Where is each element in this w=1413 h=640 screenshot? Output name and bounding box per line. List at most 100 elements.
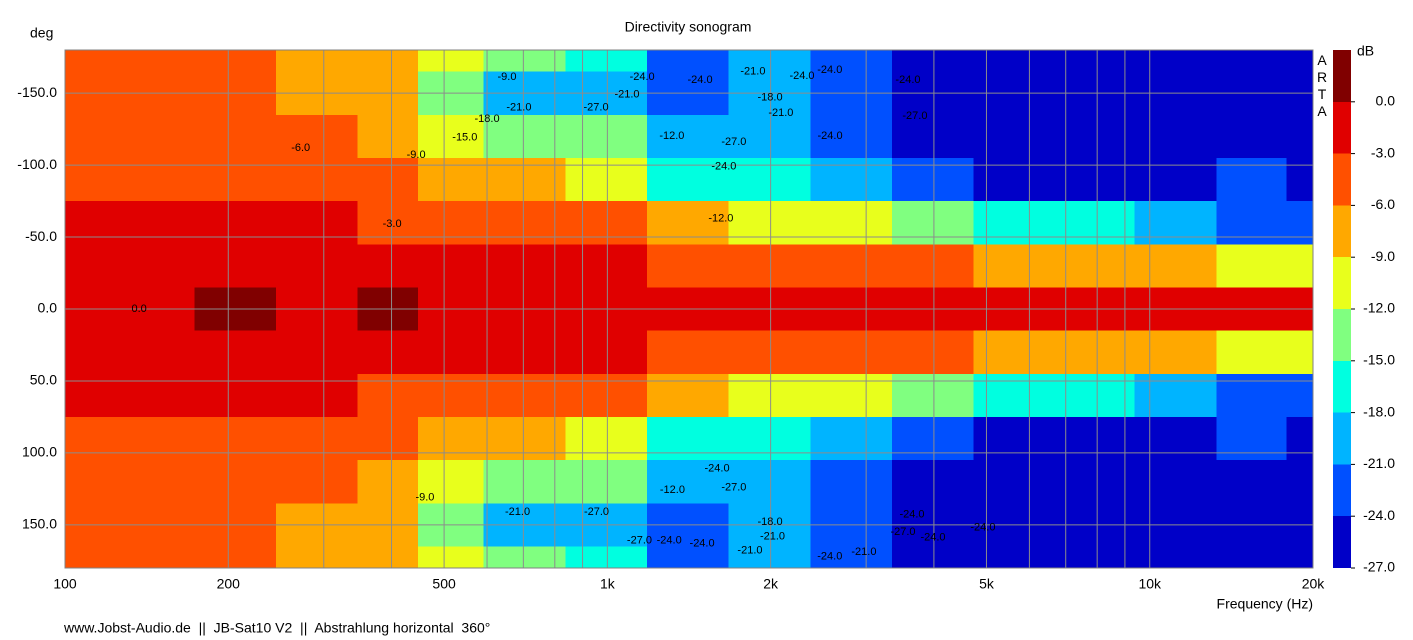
brand: ARTA xyxy=(1314,52,1330,120)
colorbar-tick-label: -12.0 xyxy=(1363,300,1395,316)
cell xyxy=(65,244,114,289)
plot-frame xyxy=(64,49,1314,569)
x-tick-label: 500 xyxy=(432,576,456,592)
cell xyxy=(1134,201,1217,245)
x-tick-label: 20k xyxy=(1302,576,1326,592)
cell xyxy=(810,114,893,159)
contour-label: 0.0 xyxy=(132,303,147,315)
cell xyxy=(1134,157,1217,202)
contour-label: -24.0 xyxy=(817,550,842,562)
cell xyxy=(973,373,1056,418)
cell xyxy=(65,416,114,461)
cell xyxy=(194,460,277,504)
cell xyxy=(65,373,114,418)
contour-label: -27.0 xyxy=(627,535,652,547)
cell xyxy=(276,201,359,245)
cell xyxy=(973,157,1056,202)
cell xyxy=(891,546,975,569)
cell xyxy=(112,460,195,504)
cell xyxy=(194,546,277,569)
cell xyxy=(112,330,195,375)
cell xyxy=(1134,546,1217,569)
cell xyxy=(1134,373,1217,418)
x-tick-label: 10k xyxy=(1138,576,1162,592)
cell xyxy=(728,460,811,504)
cell xyxy=(1055,201,1136,245)
contour-label: -21.0 xyxy=(760,530,785,542)
cell xyxy=(194,114,277,159)
cell xyxy=(1286,416,1314,461)
footer: www.Jobst-Audio.de || JB-Sat10 V2 || Abs… xyxy=(63,620,490,636)
cell xyxy=(565,546,648,569)
cell xyxy=(565,330,648,375)
cell xyxy=(973,546,1056,569)
cell xyxy=(357,330,419,375)
cell xyxy=(112,157,195,202)
contour-label: -3.0 xyxy=(383,218,402,230)
cell xyxy=(357,546,419,569)
cell xyxy=(1286,373,1314,418)
grid xyxy=(64,50,1314,568)
cell xyxy=(1055,244,1136,289)
contour-label: -9.0 xyxy=(407,149,426,161)
cell xyxy=(646,244,730,289)
cell xyxy=(1055,416,1136,461)
cell xyxy=(1216,157,1288,202)
contour-label: -24.0 xyxy=(789,70,814,82)
colorbar-swatch xyxy=(1333,309,1351,361)
cell xyxy=(417,114,485,159)
colorbar-tick-label: 0.0 xyxy=(1376,93,1396,109)
cell xyxy=(1134,416,1217,461)
cell xyxy=(417,50,485,73)
cell xyxy=(1216,201,1288,245)
cell xyxy=(357,244,419,289)
colorbar: 0.0 -3.0 -6.0 -9.0 -12.0 -15.0 -18.0 -21.0 -24.0… xyxy=(1333,50,1395,575)
contour-label: -18.0 xyxy=(758,91,783,103)
cell xyxy=(1134,330,1217,375)
cell xyxy=(1286,157,1314,202)
cell xyxy=(728,201,811,245)
cell xyxy=(1216,50,1288,73)
colorbar-swatch xyxy=(1333,153,1351,206)
colorbar-swatch xyxy=(1333,412,1351,465)
cell xyxy=(810,50,893,73)
cell xyxy=(1216,330,1288,375)
cell xyxy=(276,416,359,461)
y-tick-label: -50.0 xyxy=(25,228,57,244)
x-tick-label: 200 xyxy=(217,576,241,592)
cell xyxy=(810,416,893,461)
cell xyxy=(194,201,277,245)
y-axis-label: deg xyxy=(30,25,53,41)
y-tick-label: 100.0 xyxy=(22,444,57,460)
cell xyxy=(728,50,811,73)
cell xyxy=(1286,201,1314,245)
cell xyxy=(1055,460,1136,504)
colorbar-tick-label: -18.0 xyxy=(1363,403,1395,419)
cell xyxy=(810,373,893,418)
cell xyxy=(194,244,277,289)
colorbar-tick-label: -6.0 xyxy=(1371,196,1395,212)
cell xyxy=(728,157,811,202)
cell xyxy=(1286,546,1314,569)
contour-label: -24.0 xyxy=(711,160,736,172)
contour-label: -24.0 xyxy=(657,535,682,547)
cell xyxy=(1286,330,1314,375)
contour-label: -9.0 xyxy=(415,491,434,503)
cell xyxy=(112,546,195,569)
cell xyxy=(483,50,566,73)
cell xyxy=(646,546,730,569)
y-tick-label: 0.0 xyxy=(38,300,58,316)
contour-label: -21.0 xyxy=(768,107,793,119)
cell xyxy=(1216,546,1288,569)
contour-label: -24.0 xyxy=(899,509,924,521)
colorbar-swatch xyxy=(1333,257,1351,309)
cell xyxy=(65,201,114,245)
cell xyxy=(276,330,359,375)
cell xyxy=(646,416,730,461)
cell xyxy=(646,373,730,418)
cell xyxy=(810,546,893,569)
y-tick-label: 150.0 xyxy=(22,516,57,532)
cell xyxy=(276,50,359,73)
cell xyxy=(1216,244,1288,289)
